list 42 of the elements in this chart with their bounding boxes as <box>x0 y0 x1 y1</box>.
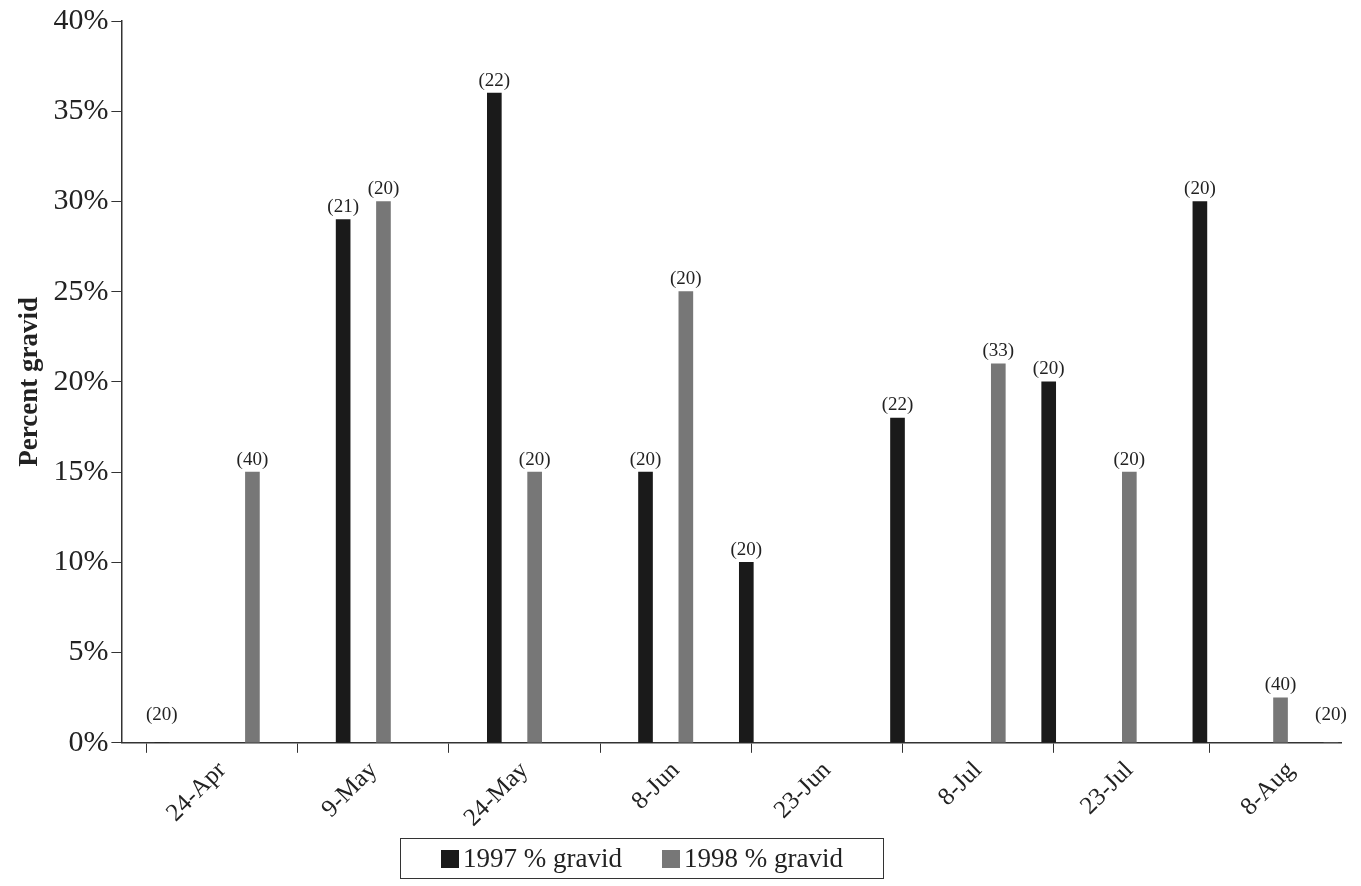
annotation: (20) <box>1315 703 1347 726</box>
annotation: (33) <box>982 339 1015 362</box>
bar <box>1273 697 1288 743</box>
y-axis-title: Percent gravid <box>13 297 44 467</box>
y-tick-label: 5% <box>68 633 109 667</box>
legend-label: 1998 % gravid <box>682 843 843 874</box>
bar <box>335 219 351 743</box>
bar <box>487 92 502 743</box>
legend-label: 1997 % gravid <box>462 843 622 874</box>
y-tick-label: 35% <box>53 92 109 126</box>
annotation: (20) <box>1184 176 1216 199</box>
y-tick-label: 25% <box>53 272 109 306</box>
annotation: (20) <box>367 176 400 199</box>
annotation: (20) <box>670 267 702 290</box>
annotation: (20) <box>629 447 662 470</box>
bar <box>376 201 391 743</box>
y-tick-label: 20% <box>53 362 109 396</box>
annotation: (20) <box>730 537 763 560</box>
bar <box>738 562 754 743</box>
annotation: (20) <box>1113 447 1146 470</box>
bar <box>1192 201 1208 743</box>
annotation: (21) <box>327 194 359 217</box>
y-tick-label: 0% <box>68 723 109 757</box>
y-tick-label: 30% <box>53 182 109 216</box>
annotation: (22) <box>881 393 914 416</box>
annotation: (40) <box>236 447 269 470</box>
bar <box>638 471 653 743</box>
bar <box>245 471 260 743</box>
annotation: (20) <box>1032 357 1065 380</box>
bar <box>1122 471 1137 743</box>
bar <box>678 291 694 743</box>
y-tick-label: 10% <box>53 543 109 577</box>
bar <box>1041 381 1057 743</box>
bar <box>990 363 1006 743</box>
bar <box>890 417 905 743</box>
annotation: (20) <box>518 447 551 470</box>
y-tick-label: 40% <box>53 1 109 35</box>
annotation: (40) <box>1264 673 1297 696</box>
bar <box>527 471 542 743</box>
annotation: (20) <box>145 703 178 726</box>
annotation: (22) <box>478 68 511 91</box>
y-tick-label: 15% <box>53 453 109 487</box>
